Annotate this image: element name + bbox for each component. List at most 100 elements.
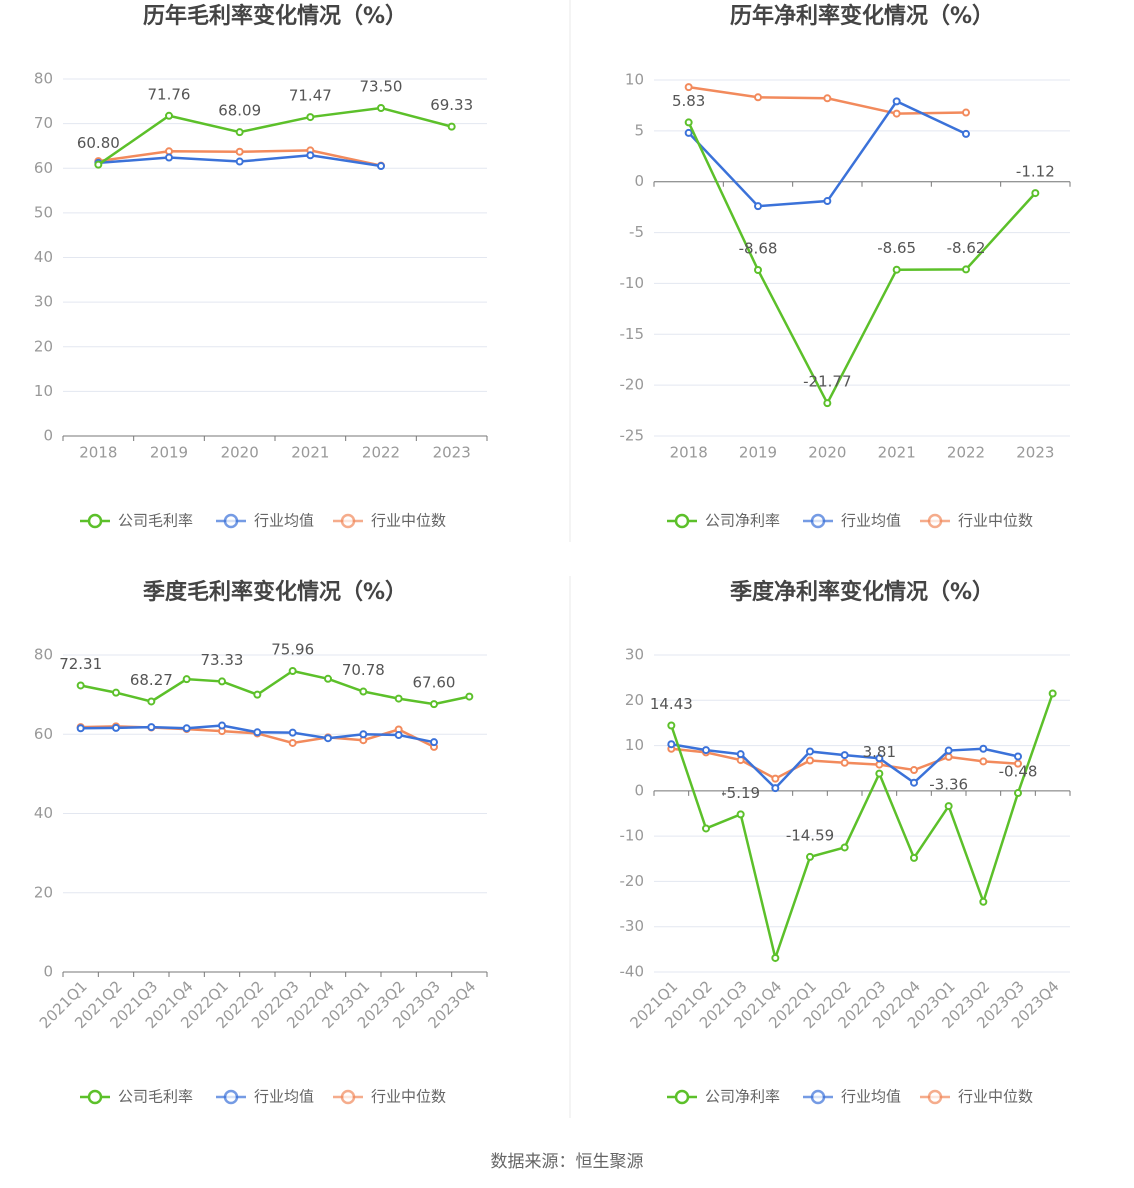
data-label: 68.27 xyxy=(130,671,173,689)
legend-label: 公司毛利率 xyxy=(118,1088,193,1106)
data-point xyxy=(840,751,849,760)
y-tick-label: -20 xyxy=(620,872,645,890)
data-point xyxy=(218,721,226,730)
y-tick-label: 20 xyxy=(34,337,53,355)
data-point xyxy=(377,104,385,113)
y-tick-label: 80 xyxy=(34,70,53,88)
data-point xyxy=(235,157,244,166)
data-point xyxy=(962,108,970,117)
y-tick-label: 40 xyxy=(34,248,53,266)
legend-icon xyxy=(87,1089,103,1105)
data-point xyxy=(754,202,762,211)
data-point xyxy=(806,852,814,861)
data-point xyxy=(447,122,456,131)
chart-title: 季度净利率变化情况（%） xyxy=(730,579,994,605)
data-point xyxy=(1014,759,1022,768)
data-label: 67.60 xyxy=(413,674,456,692)
legend-icon xyxy=(674,513,690,529)
data-label: 5.83 xyxy=(672,92,705,110)
data-point xyxy=(112,723,120,732)
y-tick-label: 60 xyxy=(34,725,53,743)
data-point xyxy=(840,758,849,767)
data-point xyxy=(165,111,173,120)
data-label: -1.12 xyxy=(1016,163,1055,181)
data-label: 69.33 xyxy=(430,96,473,114)
data-point xyxy=(1014,752,1022,761)
legend-label: 行业中位数 xyxy=(371,512,446,530)
x-tick-label: 2022 xyxy=(362,444,400,462)
data-point xyxy=(910,778,918,787)
data-label: 70.78 xyxy=(342,661,385,679)
data-point xyxy=(235,128,244,137)
data-point xyxy=(684,118,693,127)
legend-icon xyxy=(223,1089,239,1105)
x-tick-label: 2023 xyxy=(433,444,471,462)
y-tick-label: -10 xyxy=(620,827,645,845)
data-point xyxy=(944,746,953,755)
data-point xyxy=(394,731,403,740)
data-point xyxy=(771,953,780,962)
data-point xyxy=(288,738,297,747)
y-tick-label: 70 xyxy=(34,114,53,132)
legend-label: 行业均值 xyxy=(254,1088,314,1106)
legend-label: 行业中位数 xyxy=(371,1088,446,1106)
data-label: 71.47 xyxy=(289,87,332,105)
legend-label: 公司毛利率 xyxy=(118,512,193,530)
legend-label: 公司净利率 xyxy=(705,512,780,530)
legend-icon xyxy=(87,513,103,529)
data-point xyxy=(1031,189,1040,198)
data-point xyxy=(892,109,901,118)
data-point xyxy=(430,738,438,747)
data-label: 60.80 xyxy=(77,134,120,152)
legend-icon xyxy=(927,1089,943,1105)
legend-label: 公司净利率 xyxy=(705,1088,780,1106)
data-label: 75.96 xyxy=(271,641,314,659)
legend-icon xyxy=(223,513,239,529)
y-tick-label: -40 xyxy=(620,963,645,981)
y-tick-label: 20 xyxy=(625,691,644,709)
data-point xyxy=(962,265,970,274)
y-tick-label: -25 xyxy=(620,427,645,445)
data-point xyxy=(684,128,693,137)
data-point xyxy=(754,266,762,275)
data-point xyxy=(910,853,918,862)
data-point xyxy=(875,769,884,778)
y-tick-label: 20 xyxy=(34,883,53,901)
data-point xyxy=(377,162,385,171)
legend-label: 行业均值 xyxy=(841,512,901,530)
data-label: -3.36 xyxy=(929,776,968,794)
data-point xyxy=(910,766,918,775)
data-point xyxy=(253,690,262,699)
legend-icon xyxy=(927,513,943,529)
data-label: 72.31 xyxy=(59,655,102,673)
data-point xyxy=(165,147,173,156)
x-tick-label: 2020 xyxy=(221,444,259,462)
series-line xyxy=(670,693,1054,963)
chart-title: 历年毛利率变化情况（%） xyxy=(143,3,407,29)
y-tick-label: 80 xyxy=(34,646,53,664)
data-point xyxy=(702,746,710,755)
legend-icon xyxy=(340,1089,356,1105)
data-point xyxy=(1048,689,1057,698)
data-point xyxy=(182,675,191,684)
series-line xyxy=(687,99,967,208)
data-point xyxy=(306,113,315,122)
data-point xyxy=(736,750,745,759)
data-label: -0.48 xyxy=(999,763,1038,781)
data-point xyxy=(112,688,120,697)
data-point xyxy=(324,734,332,743)
data-point xyxy=(771,784,780,793)
y-tick-label: 60 xyxy=(34,159,53,177)
x-tick-label: 2023 xyxy=(1016,444,1054,462)
data-point xyxy=(76,681,85,690)
data-point xyxy=(94,160,103,169)
x-tick-label: 2021 xyxy=(291,444,329,462)
legend-label: 行业中位数 xyxy=(958,1088,1033,1106)
data-point xyxy=(875,754,884,763)
legend-icon xyxy=(810,1089,826,1105)
x-tick-label: 2018 xyxy=(79,444,117,462)
chart-title: 季度毛利率变化情况（%） xyxy=(143,579,407,605)
data-point xyxy=(875,760,884,769)
y-tick-label: -15 xyxy=(620,325,645,343)
